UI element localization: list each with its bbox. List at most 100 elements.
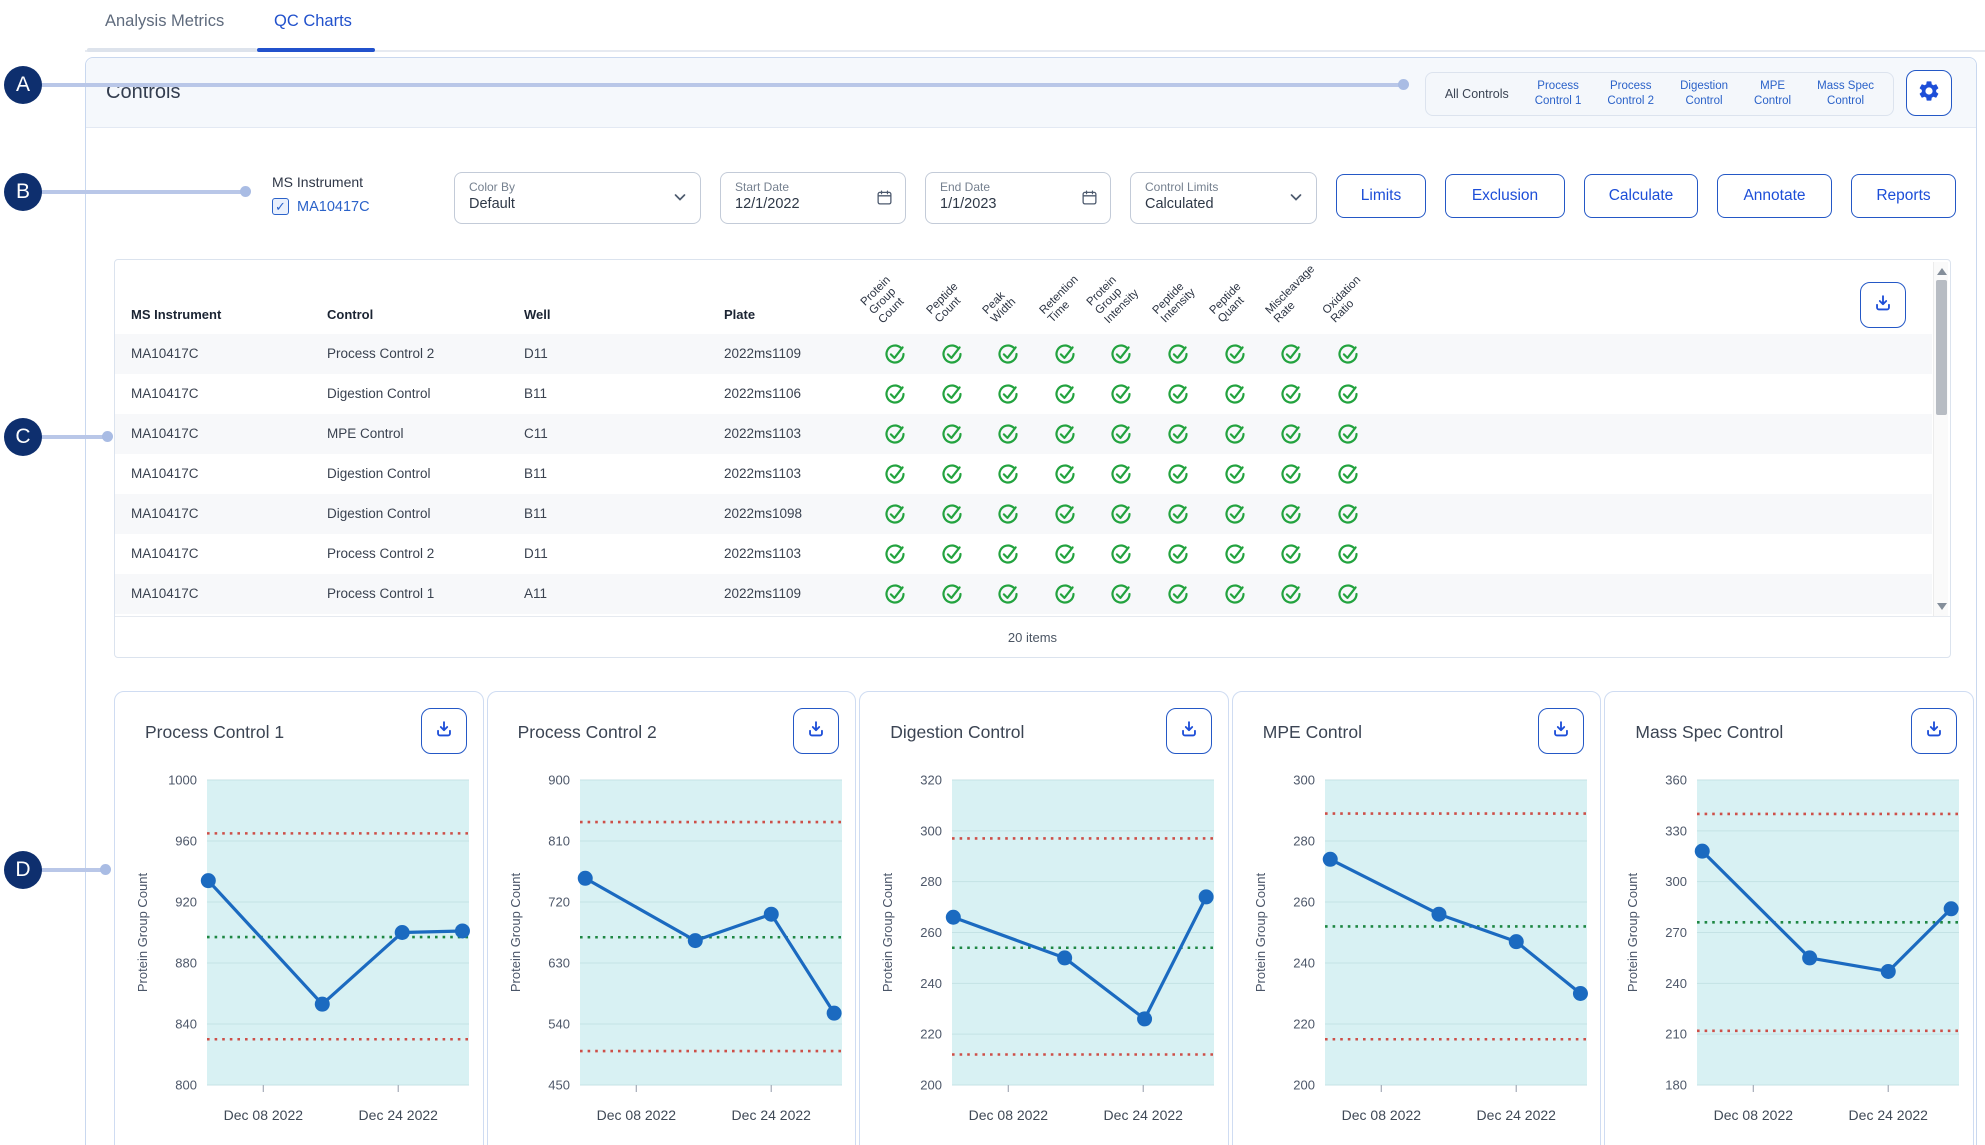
color-by-select[interactable]: Color By Default — [454, 172, 701, 224]
svg-text:200: 200 — [920, 1078, 942, 1093]
reports-button[interactable]: Reports — [1851, 174, 1956, 218]
cell-control: Process Control 1 — [327, 586, 435, 601]
svg-text:280: 280 — [920, 874, 942, 889]
table-row[interactable]: MA10417C Digestion Control B11 2022ms1103 — [115, 454, 1932, 494]
pass-check-icon — [1224, 343, 1246, 365]
metric-column-header-miscleavage-rate: Miscleavage Rate — [1263, 263, 1318, 326]
pass-check-icon — [1054, 463, 1076, 485]
cell-control: Process Control 2 — [327, 346, 435, 361]
chart-card-process-control-2: Process Control 2 450 540 630 720 810 900 Dec 0… — [486, 691, 857, 1145]
svg-text:900: 900 — [548, 773, 570, 788]
cell-ms-instrument: MA10417C — [131, 506, 199, 521]
chart-download-button[interactable] — [793, 708, 840, 754]
pass-check-icon — [884, 423, 906, 445]
control-limits-value: Calculated — [1145, 196, 1214, 212]
annotation-line-d — [40, 864, 111, 875]
svg-text:810: 810 — [548, 834, 570, 849]
gear-icon — [1917, 79, 1941, 108]
pass-check-icon — [1224, 503, 1246, 525]
cell-well: B11 — [524, 386, 548, 401]
metric-column-header-peptide-intensity: Peptide Intensity — [1150, 280, 1198, 326]
chart-download-button[interactable] — [420, 708, 467, 754]
svg-text:Protein Group Count: Protein Group Count — [880, 872, 895, 992]
segment-digestion-control[interactable]: Digestion Control — [1680, 80, 1729, 107]
column-header-ms-instrument: MS Instrument — [131, 307, 222, 322]
chart-download-button[interactable] — [1910, 708, 1957, 754]
cell-plate: 2022ms1109 — [724, 586, 802, 601]
svg-text:220: 220 — [1293, 1017, 1315, 1032]
ms-instrument-option[interactable]: ✓ MA10417C — [272, 198, 370, 215]
svg-text:300: 300 — [1666, 874, 1688, 889]
ms-instrument-checkbox[interactable]: ✓ — [272, 198, 289, 215]
column-header-plate: Plate — [724, 307, 756, 322]
svg-text:Dec 24 2022: Dec 24 2022 — [1849, 1107, 1929, 1123]
table-download-button[interactable] — [1860, 282, 1906, 328]
segment-process-control-2[interactable]: Process Control 2 — [1607, 80, 1655, 107]
chart-title: Mass Spec Control — [1635, 722, 1784, 742]
segment-all-controls[interactable]: All Controls — [1444, 86, 1509, 101]
table-row[interactable]: MA10417C Digestion Control B11 2022ms1098 — [115, 494, 1932, 534]
control-chart: 200 220 240 260 280 300 320 Dec 08 2022 Dec 24 2… — [880, 773, 1215, 1123]
table-row[interactable]: MA10417C Process Control 1 A11 2022ms1109 — [115, 574, 1932, 614]
svg-text:240: 240 — [920, 976, 942, 991]
table-header: MS Instrument Control Well Plate Protein Grou… — [115, 260, 1950, 334]
chart-download-button[interactable] — [1165, 708, 1212, 754]
pass-check-icon — [1054, 503, 1076, 525]
pass-check-icon — [1110, 423, 1132, 445]
pass-check-icon — [997, 583, 1019, 605]
color-by-label: Color By — [469, 180, 516, 194]
control-limits-label: Control Limits — [1145, 180, 1219, 194]
scrollbar-thumb[interactable] — [1936, 280, 1947, 415]
limits-button[interactable]: Limits — [1336, 174, 1426, 218]
segment-mpe-control[interactable]: MPE Control — [1754, 80, 1792, 107]
table-row[interactable]: MA10417C Digestion Control B11 2022ms1106 — [115, 374, 1932, 414]
svg-text:720: 720 — [548, 895, 570, 910]
pass-check-icon — [1167, 543, 1189, 565]
svg-text:240: 240 — [1666, 976, 1688, 991]
table-row[interactable]: MA10417C MPE Control C11 2022ms1103 — [115, 414, 1932, 454]
pass-check-icon — [997, 463, 1019, 485]
annotate-button[interactable]: Annotate — [1717, 174, 1832, 218]
control-limits-select[interactable]: Control Limits Calculated — [1130, 172, 1317, 224]
svg-text:280: 280 — [1293, 834, 1315, 849]
table-row[interactable]: MA10417C Process Control 2 D11 2022ms1103 — [115, 534, 1932, 574]
start-date-field[interactable]: Start Date 12/1/2022 — [720, 172, 906, 224]
pass-check-icon — [941, 583, 963, 605]
cell-well: D11 — [524, 546, 548, 561]
pass-check-icon — [1280, 543, 1302, 565]
scrollbar-down-arrow[interactable] — [1937, 603, 1947, 610]
svg-text:Dec 08 2022: Dec 08 2022 — [1714, 1107, 1794, 1123]
calculate-button[interactable]: Calculate — [1584, 174, 1698, 218]
cell-well: B11 — [524, 506, 548, 521]
exclusion-button[interactable]: Exclusion — [1445, 174, 1565, 218]
chevron-down-icon — [672, 189, 688, 210]
control-chart: 180 210 240 270 300 330 360 Dec 08 2022 Dec 24 2… — [1625, 773, 1960, 1123]
tab-qc-charts[interactable]: QC Charts — [274, 12, 352, 30]
chart-title: MPE Control — [1262, 722, 1362, 742]
pass-check-icon — [884, 543, 906, 565]
pass-check-icon — [1224, 383, 1246, 405]
cell-plate: 2022ms1103 — [724, 466, 802, 481]
chart-download-button[interactable] — [1538, 708, 1585, 754]
table-row[interactable]: MA10417C Process Control 2 D11 2022ms1109 — [115, 334, 1932, 374]
segment-process-control-1[interactable]: Process Control 1 — [1534, 80, 1582, 107]
controls-panel: Controls All Controls Process Control 1 Pro… — [85, 57, 1977, 1145]
tab-analysis-metrics[interactable]: Analysis Metrics — [105, 12, 225, 30]
scrollbar-up-arrow[interactable] — [1937, 268, 1947, 275]
pass-check-icon — [997, 343, 1019, 365]
cell-plate: 2022ms1103 — [724, 546, 802, 561]
table-scrollbar[interactable] — [1933, 262, 1948, 616]
end-date-field[interactable]: End Date 1/1/2023 — [925, 172, 1111, 224]
pass-check-icon — [1224, 463, 1246, 485]
segment-mass-spec-control[interactable]: Mass Spec Control — [1817, 80, 1874, 107]
pass-check-icon — [1110, 463, 1132, 485]
pass-check-icon — [1224, 423, 1246, 445]
pass-check-icon — [1110, 583, 1132, 605]
settings-button[interactable] — [1906, 70, 1952, 116]
svg-text:320: 320 — [920, 773, 942, 788]
svg-text:Dec 08 2022: Dec 08 2022 — [596, 1107, 676, 1123]
pass-check-icon — [1280, 383, 1302, 405]
pass-check-icon — [1337, 463, 1359, 485]
pass-check-icon — [941, 343, 963, 365]
